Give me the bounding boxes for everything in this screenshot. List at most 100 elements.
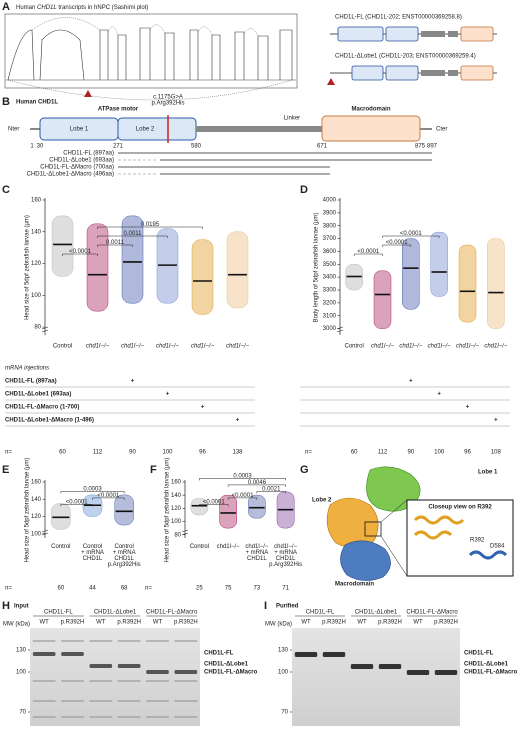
protein-band — [174, 670, 198, 674]
linker-domain — [196, 126, 322, 132]
x-tick-line: chd1l−/− — [245, 544, 269, 550]
significance-bracket — [97, 235, 168, 238]
title-part: transcripts in hNPC (Sashimi plot) — [57, 5, 149, 11]
gel-title: Input — [14, 604, 29, 610]
band-label: CHD1L-FL-ΔMacro — [204, 670, 258, 676]
dot-cloud — [430, 231, 448, 297]
y-tick-label: 4000 — [323, 198, 337, 204]
variant-label: c.1175G>A — [153, 95, 183, 101]
background-band — [117, 640, 141, 642]
injection-mark: + — [494, 418, 498, 424]
linker-exon — [421, 70, 445, 76]
n-value: 100 — [162, 450, 173, 456]
dot-cloud — [190, 498, 209, 516]
background-band — [146, 680, 169, 682]
y-tick-label: 160 — [31, 198, 42, 204]
p-value: 0.0046 — [248, 480, 267, 486]
panel-title: Human CHD1L — [16, 100, 58, 106]
background-band — [32, 680, 56, 682]
construct-label: CHD1L-FL-ΔMacro (700aa) — [40, 165, 114, 171]
gel — [30, 628, 200, 726]
n-value: 96 — [464, 450, 471, 456]
y-tick-label: 100 — [31, 531, 42, 537]
injection-mark: + — [236, 418, 240, 424]
linker-exon — [448, 70, 458, 76]
sashimi-trace — [7, 27, 293, 81]
dot-cloud — [458, 244, 477, 323]
mw-label: 130 — [16, 648, 27, 654]
exon-marker — [84, 90, 92, 97]
y-tick-label: 80 — [174, 532, 181, 538]
p-value: 0.0003 — [83, 486, 102, 492]
background-band — [117, 680, 141, 682]
p-value: 0.0003 — [233, 473, 252, 479]
group-label: CHD1L-FL-ΔMacro — [146, 610, 198, 616]
lobe2-domain — [117, 117, 197, 141]
dot-cloud — [373, 270, 392, 329]
background-band — [174, 716, 198, 718]
mw-label: 130 — [278, 648, 289, 654]
n-value: 73 — [254, 586, 261, 592]
protein-band — [32, 652, 56, 656]
p-value: <0.0001 — [69, 249, 92, 255]
table-title: mRNA injections — [5, 366, 49, 372]
significance-bracket — [199, 478, 286, 481]
lobe1-label: Lobe 1 — [478, 470, 498, 476]
dot-cloud — [51, 503, 71, 530]
closeup-source — [364, 521, 382, 537]
table-row-label: CHD1L-FL-ΔMacro (1-700) — [5, 405, 79, 411]
y-tick-label: 100 — [31, 293, 42, 299]
lobe2-exon — [385, 65, 419, 81]
lane-label: p.R392H — [434, 620, 458, 626]
background-band — [89, 700, 113, 702]
p-value: <0.0001 — [203, 499, 226, 505]
background-band — [32, 716, 56, 718]
y-tick-label: 3500 — [323, 262, 337, 268]
table-row-label: CHD1L-ΔLobe1 (693aa) — [5, 392, 71, 398]
x-tick-line: p.Arg392His — [108, 562, 141, 568]
background-band — [89, 640, 113, 642]
n-value: 60 — [59, 450, 66, 456]
atpase-label: ATPase motor — [98, 107, 139, 113]
y-axis-title: Head size of 5dpf zebrafish larvae (µm) — [25, 458, 31, 563]
significance-bracket — [227, 484, 286, 487]
table-row-label: CHD1L-ΔLobe1-ΔMacro (1-496) — [5, 418, 94, 424]
n-value: 60 — [57, 586, 64, 592]
n-value: 75 — [225, 586, 232, 592]
p-value: 0.0195 — [141, 222, 160, 228]
mw-label: 100 — [16, 670, 27, 676]
background-band — [61, 700, 84, 702]
x-tick-line: CHD1L — [114, 556, 134, 562]
y-tick-label: 120 — [31, 261, 42, 267]
nter-label: Nter — [8, 127, 19, 133]
dot-cloud — [248, 494, 266, 519]
axis-break — [41, 326, 49, 333]
macro-exon — [460, 26, 494, 42]
significance-bracket — [353, 253, 383, 256]
n-value: 96 — [199, 450, 206, 456]
band-label: CHD1L-FL — [204, 651, 234, 657]
mw-label: 70 — [281, 710, 288, 716]
table-row-label: CHD1L-FL (897aa) — [5, 379, 57, 385]
macro-label: Macrodomain — [335, 582, 374, 588]
n-label: n= — [5, 450, 12, 456]
protein-band — [89, 664, 113, 668]
dot-cloud — [51, 215, 74, 277]
transcript-label: CHD1L-FL (CHD1L-202; ENST00000369258.8) — [335, 15, 462, 21]
x-tick-line: Control — [83, 544, 102, 550]
protein-band — [146, 670, 169, 674]
n-value: 138 — [232, 450, 243, 456]
background-band — [89, 680, 113, 682]
panel-letter: A — [2, 1, 10, 13]
y-tick-label: 3800 — [323, 223, 337, 229]
lobe2-label: Lobe 2 — [136, 127, 155, 133]
closeup-title: Closeup view on R392 — [428, 505, 492, 511]
lobe2-label: Lobe 2 — [312, 498, 332, 504]
panel-letter: G — [300, 464, 309, 476]
lane-label: p.R392H — [174, 620, 198, 626]
dot-cloud — [191, 239, 214, 315]
group-label: CHD1L-ΔLobe1 — [94, 610, 137, 616]
transcript-label: CHD1L-ΔLobe1 (CHD1L-203; ENST00000369259… — [335, 54, 476, 60]
exon-marker — [327, 78, 335, 85]
